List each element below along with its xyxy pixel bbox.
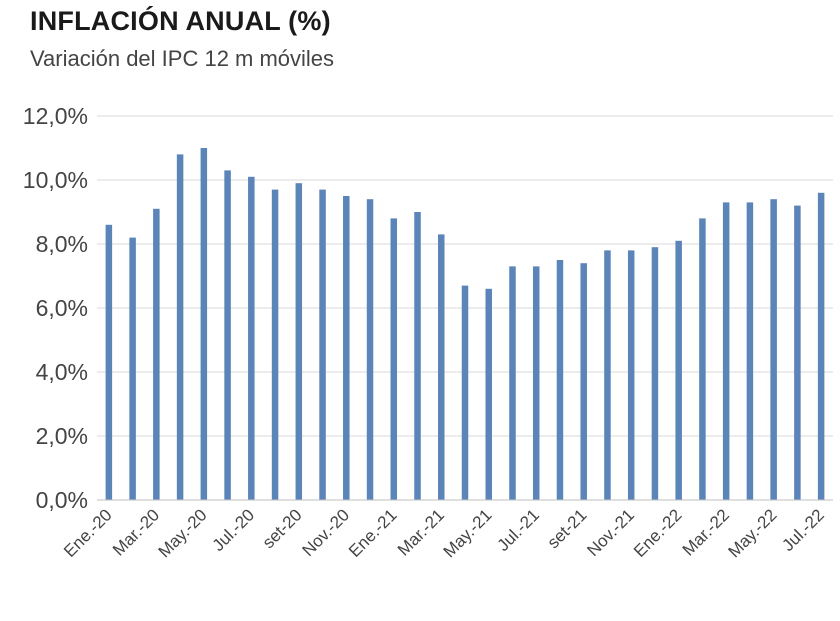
x-tick-label: Ene.-21 — [345, 505, 401, 561]
x-tick-label: Jul.-22 — [778, 505, 828, 555]
x-tick-label: Nov.-21 — [583, 505, 638, 560]
bar — [271, 189, 279, 500]
bar — [485, 288, 492, 500]
x-tick-label: Ene.-20 — [60, 505, 116, 561]
bar — [817, 192, 825, 501]
bar — [248, 176, 255, 501]
bar — [343, 196, 350, 500]
bar — [200, 148, 208, 500]
bar — [675, 240, 682, 501]
bar — [461, 285, 469, 500]
bar — [699, 218, 706, 500]
y-axis-ticks: 0,0% 2,0% 4,0% 6,0% 8,0% 10,0% 12,0% — [23, 103, 88, 513]
bar — [770, 199, 777, 500]
x-tick-label: Nov.-20 — [298, 505, 353, 560]
y-tick-label: 2,0% — [36, 423, 88, 449]
bars — [105, 148, 825, 501]
bar — [651, 247, 659, 500]
x-tick-label: Mar.-22 — [679, 505, 733, 559]
bar — [532, 266, 540, 500]
bar — [224, 170, 231, 500]
bar — [295, 183, 303, 500]
x-tick-label: May.-20 — [155, 505, 211, 561]
bar — [509, 266, 516, 500]
y-tick-label: 12,0% — [23, 103, 88, 129]
chart-title: INFLACIÓN ANUAL (%) — [30, 6, 331, 36]
y-tick-label: 4,0% — [36, 359, 88, 385]
bar — [438, 234, 445, 500]
chart-subtitle: Variación del IPC 12 m móviles — [30, 46, 335, 71]
bar — [176, 154, 184, 500]
bar — [319, 189, 326, 500]
x-tick-label: Ene.-22 — [630, 505, 686, 561]
bar — [722, 202, 730, 500]
bar — [580, 263, 587, 500]
x-tick-label: Jul.-20 — [209, 505, 259, 555]
bar — [153, 208, 160, 501]
bar — [105, 224, 113, 501]
x-tick-label: Mar.-21 — [394, 505, 448, 559]
bar — [390, 218, 398, 500]
y-tick-label: 10,0% — [23, 167, 88, 193]
y-tick-label: 8,0% — [36, 231, 88, 257]
bar — [794, 205, 801, 500]
x-tick-label: May.-21 — [440, 505, 496, 561]
y-tick-label: 6,0% — [36, 295, 88, 321]
bar — [414, 212, 421, 500]
x-tick-label: May.-22 — [725, 505, 781, 561]
bar — [366, 199, 374, 500]
y-tick-label: 0,0% — [36, 487, 88, 513]
bar — [604, 250, 611, 500]
bar — [627, 250, 635, 500]
bar — [746, 202, 754, 500]
x-tick-label: Jul.-21 — [494, 505, 544, 555]
x-tick-label: Mar.-20 — [109, 505, 163, 559]
bar — [129, 237, 136, 500]
bar — [556, 260, 564, 500]
